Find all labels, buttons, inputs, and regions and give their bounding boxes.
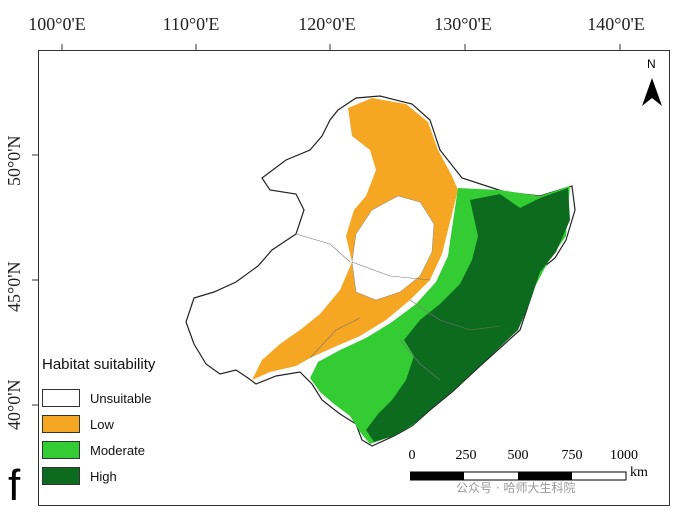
legend-item-unsuitable: Unsuitable [42,385,155,411]
scale-tick-500: 500 [507,448,529,463]
legend-label-low: Low [90,416,114,432]
region-high [366,188,570,442]
legend-swatch-high [42,467,80,485]
region-unsuitable-inner [351,195,435,301]
region-low [252,98,458,380]
legend-label-unsuitable: Unsuitable [90,390,152,406]
map-frame [38,50,670,506]
scale-bar-graphic [410,471,627,481]
legend-swatch-low [42,415,80,433]
legend: Habitat suitability Unsuitable Low Moder… [42,356,155,489]
longitude-label-140: 140°0'E [587,14,645,34]
watermark: 公众号 · 哈师大生科院 [456,481,576,495]
longitude-label-110: 110°0'E [162,14,220,34]
legend-title: Habitat suitability [42,356,156,373]
province-boundaries [295,233,501,381]
longitude-label-130: 130°0'E [434,14,492,34]
scale-bar: 0 250 500 750 1000 km [408,448,648,488]
legend-item-low: Low [42,411,155,437]
panel-label: f [8,461,21,510]
longitude-label-120: 120°0'E [298,14,356,34]
legend-item-high: High [42,463,155,489]
frame-ticks [32,44,621,406]
legend-swatch-moderate [42,441,80,459]
legend-label-high: High [90,468,117,484]
north-arrow-icon [642,78,662,106]
north-arrow-label: N [647,57,656,71]
legend-swatch-unsuitable [42,389,80,407]
scale-unit: km [630,465,648,480]
scale-tick-250: 250 [455,448,477,463]
longitude-label-100: 100°0'E [28,14,86,34]
scale-tick-1000: 1000 [610,448,638,463]
scale-tick-0: 0 [408,448,416,463]
scale-tick-750: 750 [561,448,583,463]
legend-item-moderate: Moderate [42,437,155,463]
legend-label-moderate: Moderate [90,442,145,458]
